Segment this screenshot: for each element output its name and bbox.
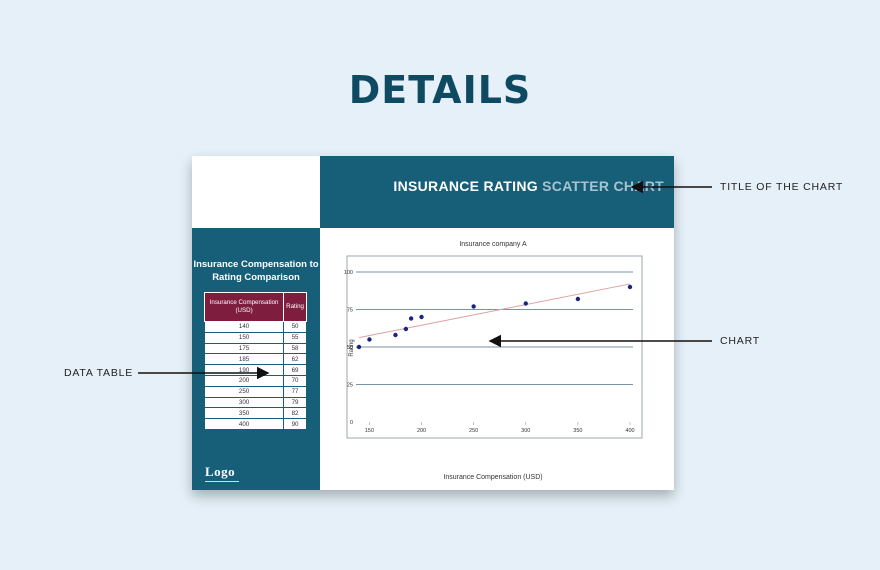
y-tick-label: 25 bbox=[347, 383, 353, 389]
column-header-compensation: Insurance Compensation (USD) bbox=[203, 292, 285, 322]
data-point bbox=[403, 326, 409, 332]
column-header-rating: Rating bbox=[283, 292, 307, 322]
x-tick-label: 150 bbox=[365, 428, 374, 434]
data-point bbox=[523, 301, 528, 306]
rating-cell: 90 bbox=[283, 418, 307, 430]
table-callout-label: DATA TABLE bbox=[64, 367, 134, 379]
y-tick-label: 75 bbox=[347, 308, 353, 314]
table-body: 140 50 150 55 175 58 185 62 190 69 200 70 250 77 300 79… bbox=[203, 321, 307, 430]
sidebar-title: Insurance Compensation to Rating Compari… bbox=[193, 259, 319, 283]
x-tick-label: 300 bbox=[521, 428, 530, 434]
data-point bbox=[627, 284, 633, 290]
data-point bbox=[408, 316, 414, 321]
y-tick-label: 50 bbox=[347, 345, 353, 351]
title-callout-label: TITLE OF THE CHART bbox=[720, 181, 844, 193]
data-point bbox=[419, 314, 424, 320]
data-points bbox=[356, 284, 633, 350]
sheet-corner bbox=[192, 156, 320, 228]
table-row: 400 90 bbox=[203, 418, 307, 430]
sidebar: Insurance Compensation to Rating Compari… bbox=[192, 228, 320, 490]
table-header-row: Insurance Compensation (USD) Rating bbox=[203, 292, 307, 322]
data-point bbox=[575, 296, 581, 302]
x-tick-label: 200 bbox=[417, 428, 426, 434]
y-tick-label: 0 bbox=[350, 420, 353, 426]
x-tick-label: 350 bbox=[573, 428, 582, 434]
title-band: INSURANCE RATING SCATTER CHART bbox=[320, 156, 674, 228]
compensation-cell: 400 bbox=[203, 418, 285, 430]
y-tick-label: 100 bbox=[344, 270, 353, 276]
x-tick-label: 400 bbox=[625, 428, 634, 434]
chart-callout-label: CHART bbox=[720, 335, 760, 347]
data-point bbox=[367, 337, 372, 342]
data-point bbox=[356, 344, 362, 350]
data-point bbox=[393, 332, 398, 338]
tick-labels: 0 25 50 75 100 150 200 250 300 350 400 bbox=[344, 270, 635, 434]
template-sheet: INSURANCE RATING SCATTER CHART Insurance… bbox=[192, 156, 674, 490]
chart-title: Insurance company A bbox=[459, 241, 527, 248]
page-heading: DETAILS bbox=[348, 68, 532, 112]
title-main: INSURANCE RATING bbox=[393, 178, 538, 194]
data-point bbox=[471, 304, 476, 309]
logo-underline bbox=[205, 481, 239, 482]
logo: Logo bbox=[205, 464, 236, 479]
data-table: Insurance Compensation (USD) Rating 140 5… bbox=[203, 292, 307, 430]
x-tick-label: 250 bbox=[469, 428, 478, 434]
y-axis-label: Rating bbox=[349, 339, 355, 356]
x-axis-label: Insurance Compensation (USD) bbox=[443, 474, 542, 481]
